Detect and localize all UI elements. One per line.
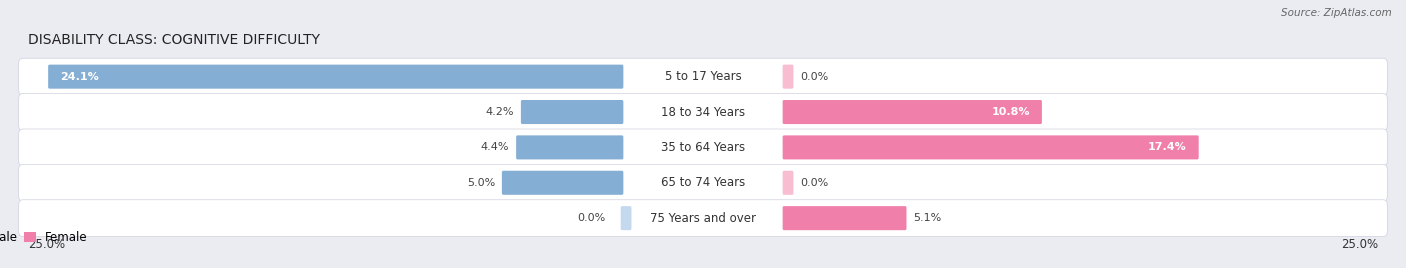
FancyBboxPatch shape	[18, 200, 1388, 237]
FancyBboxPatch shape	[783, 171, 793, 195]
Text: 10.8%: 10.8%	[991, 107, 1029, 117]
Text: 18 to 34 Years: 18 to 34 Years	[661, 106, 745, 118]
Text: 4.2%: 4.2%	[485, 107, 515, 117]
Text: 5.1%: 5.1%	[914, 213, 942, 223]
FancyBboxPatch shape	[48, 65, 623, 89]
FancyBboxPatch shape	[783, 206, 907, 230]
Text: 17.4%: 17.4%	[1147, 142, 1187, 152]
Text: 4.4%: 4.4%	[481, 142, 509, 152]
Text: 35 to 64 Years: 35 to 64 Years	[661, 141, 745, 154]
FancyBboxPatch shape	[620, 206, 631, 230]
FancyBboxPatch shape	[516, 135, 623, 159]
Text: 75 Years and over: 75 Years and over	[650, 212, 756, 225]
FancyBboxPatch shape	[502, 171, 623, 195]
Text: 25.0%: 25.0%	[1341, 238, 1378, 251]
Legend: Male, Female: Male, Female	[0, 231, 87, 244]
Text: 5 to 17 Years: 5 to 17 Years	[665, 70, 741, 83]
Text: DISABILITY CLASS: COGNITIVE DIFFICULTY: DISABILITY CLASS: COGNITIVE DIFFICULTY	[28, 33, 321, 47]
FancyBboxPatch shape	[18, 58, 1388, 95]
Text: 24.1%: 24.1%	[60, 72, 98, 82]
FancyBboxPatch shape	[18, 129, 1388, 166]
FancyBboxPatch shape	[783, 65, 793, 89]
Text: 5.0%: 5.0%	[467, 178, 495, 188]
Text: 0.0%: 0.0%	[800, 178, 828, 188]
Text: 0.0%: 0.0%	[800, 72, 828, 82]
Text: 0.0%: 0.0%	[578, 213, 606, 223]
FancyBboxPatch shape	[520, 100, 623, 124]
Text: Source: ZipAtlas.com: Source: ZipAtlas.com	[1281, 8, 1392, 18]
FancyBboxPatch shape	[18, 94, 1388, 131]
FancyBboxPatch shape	[18, 164, 1388, 201]
Text: 25.0%: 25.0%	[28, 238, 65, 251]
FancyBboxPatch shape	[783, 100, 1042, 124]
FancyBboxPatch shape	[783, 135, 1199, 159]
Text: 65 to 74 Years: 65 to 74 Years	[661, 176, 745, 189]
